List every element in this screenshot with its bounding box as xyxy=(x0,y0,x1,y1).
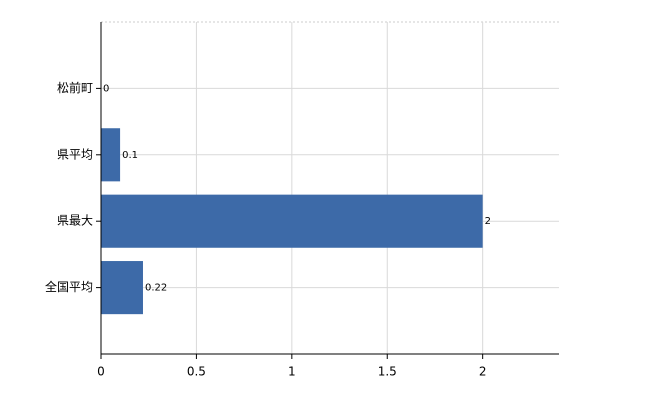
y-tick-label: 松前町 xyxy=(57,80,93,95)
x-tick-label: 1 xyxy=(288,365,296,379)
value-label: 0.1 xyxy=(122,150,138,161)
bar xyxy=(101,128,121,182)
bar xyxy=(101,194,483,248)
y-tick-label: 県平均 xyxy=(57,147,93,161)
bar xyxy=(101,261,143,315)
y-tick-label: 県最大 xyxy=(57,214,93,228)
value-label: 2 xyxy=(485,216,491,227)
x-tick-label: 2 xyxy=(479,365,487,379)
value-label: 0 xyxy=(103,83,109,94)
y-tick-label: 全国平均 xyxy=(45,279,93,294)
x-tick-label: 0 xyxy=(97,365,105,379)
x-tick-label: 0.5 xyxy=(187,365,206,379)
x-tick-label: 1.5 xyxy=(378,365,397,379)
value-label: 0.22 xyxy=(145,283,167,294)
